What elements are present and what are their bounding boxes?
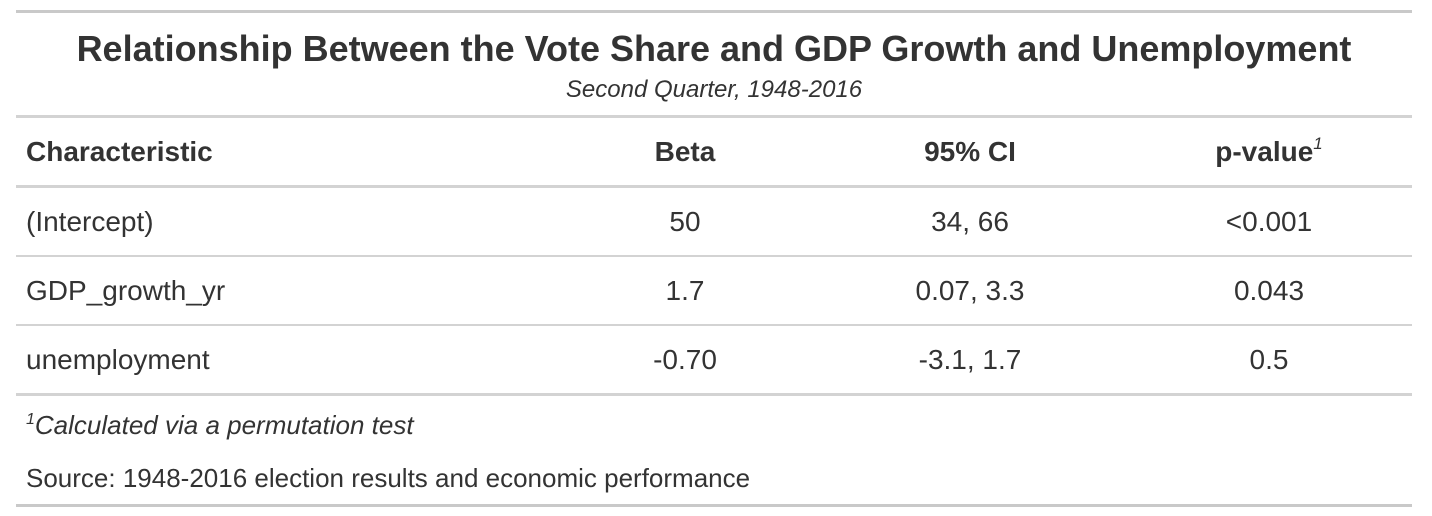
table-footnote: 1Calculated via a permutation test xyxy=(16,396,1412,454)
pvalue-footnote-mark: 1 xyxy=(1313,133,1323,153)
header-ci: 95% CI xyxy=(814,116,1126,188)
table-row: (Intercept) 50 34, 66 <0.001 xyxy=(16,186,1412,257)
cell-ci: -3.1, 1.7 xyxy=(814,325,1126,396)
cell-characteristic: unemployment xyxy=(16,325,556,396)
cell-beta: 50 xyxy=(556,186,814,257)
cell-ci: 0.07, 3.3 xyxy=(814,256,1126,326)
footnote-text: Calculated via a permutation test xyxy=(34,410,414,440)
cell-pvalue: <0.001 xyxy=(1126,186,1412,257)
header-beta-label: Beta xyxy=(654,135,716,167)
footnote-mark: 1 xyxy=(26,411,35,428)
table-row: unemployment -0.70 -3.1, 1.7 0.5 xyxy=(16,325,1412,396)
cell-characteristic: GDP_growth_yr xyxy=(16,256,556,326)
cell-ci: 34, 66 xyxy=(814,186,1126,257)
cell-pvalue: 0.043 xyxy=(1126,256,1412,326)
table-row: GDP_growth_yr 1.7 0.07, 3.3 0.043 xyxy=(16,256,1412,326)
cell-beta: 1.7 xyxy=(556,256,814,326)
table-subtitle: Second Quarter, 1948-2016 xyxy=(565,76,863,103)
results-table-container: Relationship Between the Vote Share and … xyxy=(16,10,1412,507)
header-pvalue-label: p-value xyxy=(1215,135,1314,167)
cell-beta: -0.70 xyxy=(556,325,814,396)
header-pvalue: p-value1 xyxy=(1126,116,1412,188)
regression-table: Characteristic Beta 95% CI p-value1 (Int… xyxy=(16,115,1412,396)
cell-pvalue: 0.5 xyxy=(1126,325,1412,396)
header-row: Characteristic Beta 95% CI p-value1 xyxy=(16,116,1412,188)
cell-characteristic: (Intercept) xyxy=(16,186,556,257)
header-ci-label: 95% CI xyxy=(924,135,1016,167)
header-beta: Beta xyxy=(556,116,814,188)
table-source-note: Source: 1948-2016 election results and e… xyxy=(26,463,751,493)
header-characteristic: Characteristic xyxy=(16,116,556,188)
table-title: Relationship Between the Vote Share and … xyxy=(76,28,1352,69)
header-characteristic-label: Characteristic xyxy=(26,135,213,167)
